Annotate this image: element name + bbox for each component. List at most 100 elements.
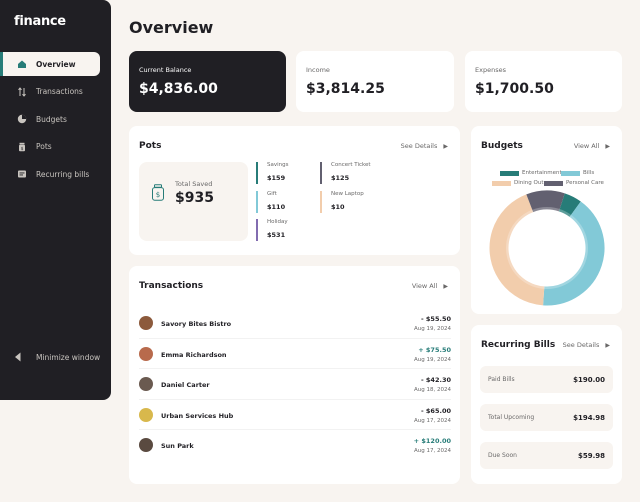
sidebar-item-budgets[interactable]: Budgets (0, 107, 111, 131)
current-balance-label: Current Balance (139, 66, 192, 74)
transactions-view-all-link[interactable]: View All ▶ (412, 282, 448, 290)
avatar (139, 316, 153, 330)
avatar (139, 346, 153, 361)
current-balance-value: $4,836.00 (139, 81, 218, 97)
legend-item: Entertainment (500, 170, 562, 176)
page-title: Overview (129, 18, 214, 37)
pot-amount: $159 (267, 174, 286, 182)
pot-amount: $531 (267, 231, 286, 239)
avatar (139, 377, 153, 391)
transactions-title: Transactions (139, 281, 204, 291)
transaction-amount: - $55.50 (420, 315, 451, 323)
bill-label: Due Soon (488, 452, 517, 459)
legend-label: Entertainment (522, 170, 562, 176)
legend-swatch (544, 180, 563, 186)
minimize-window-button[interactable]: Minimize window (14, 352, 100, 362)
transaction-date: Aug 19, 2024 (414, 326, 451, 332)
sidebar-item-label: Budgets (36, 114, 67, 124)
legend-item: Dining Out (492, 180, 543, 186)
chevron-right-icon: ▶ (443, 142, 448, 150)
bills-see-details-link[interactable]: See Details ▶ (563, 341, 610, 349)
sidebar-item-transactions[interactable]: Transactions (0, 80, 111, 104)
transaction-row[interactable]: Sun Park + $120.00 Aug 17, 2024 (139, 430, 451, 461)
receipt-icon (17, 169, 27, 179)
transaction-name: Sun Park (161, 442, 194, 450)
pots-see-details-link[interactable]: See Details ▶ (401, 142, 448, 150)
budget-donut-chart (489, 190, 605, 306)
link-label: View All (411, 282, 438, 290)
pot-name: New Laptop (331, 191, 364, 197)
chevron-right-icon: ▶ (605, 142, 610, 150)
pie-chart-icon (17, 114, 27, 124)
link-label: See Details (562, 341, 600, 349)
donut-inner-ring (506, 207, 588, 289)
transaction-amount: + $120.00 (413, 437, 451, 445)
jar-icon: $ (17, 142, 27, 152)
home-icon (17, 59, 27, 69)
link-label: View All (573, 142, 600, 150)
legend-label: Dining Out (514, 180, 544, 186)
link-label: See Details (400, 142, 438, 150)
transaction-row[interactable]: Emma Richardson + $75.50 Aug 19, 2024 (139, 339, 451, 369)
bill-label: Total Upcoming (488, 414, 535, 421)
legend-item: Personal Care (544, 180, 604, 186)
sidebar-item-recurring-bills[interactable]: Recurring bills (0, 162, 111, 186)
sidebar-item-label: Transactions (36, 87, 83, 96)
transactions-card: Transactions View All ▶ Savory Bites Bis… (129, 266, 460, 484)
sidebar-item-overview[interactable]: Overview (0, 52, 100, 76)
transaction-amount: + $75.50 (418, 345, 451, 354)
transaction-amount: - $42.30 (420, 376, 451, 384)
pot-item: Savings $159 (256, 162, 289, 184)
budgets-view-all-link[interactable]: View All ▶ (574, 142, 610, 150)
income-value: $3,814.25 (306, 81, 385, 97)
app-logo: finance (14, 14, 66, 29)
svg-text:$: $ (21, 146, 24, 152)
pot-amount: $125 (331, 174, 350, 182)
pot-name: Holiday (267, 219, 288, 225)
transaction-name: Savory Bites Bistro (161, 320, 232, 328)
avatar (139, 407, 153, 422)
pot-item: Holiday $531 (256, 219, 288, 241)
svg-text:$: $ (156, 191, 160, 199)
jar-icon: $ (152, 184, 164, 201)
transaction-row[interactable]: Daniel Carter - $42.30 Aug 18, 2024 (139, 369, 451, 400)
minimize-label: Minimize window (36, 352, 101, 362)
donut-slice-entertainment (489, 190, 605, 306)
legend-label: Personal Care (566, 180, 604, 186)
transaction-name: Emma Richardson (161, 350, 227, 359)
transaction-row[interactable]: Savory Bites Bistro - $55.50 Aug 19, 202… (139, 308, 451, 339)
total-saved-label: Total Saved (175, 180, 213, 188)
donut-slice-bills (489, 190, 605, 306)
income-label: Income (306, 66, 330, 74)
sidebar-nav: Overview Transactions Budgets $ Pots Rec… (0, 52, 111, 190)
transaction-row[interactable]: Urban Services Hub - $65.00 Aug 17, 2024 (139, 400, 451, 430)
pots-card: Pots See Details ▶ $ Total Saved $935 Sa… (129, 126, 460, 255)
sidebar-item-label: Pots (36, 142, 52, 151)
sidebar-item-label: Overview (36, 59, 76, 69)
arrows-updown-icon (17, 86, 27, 97)
pot-name: Concert Ticket (331, 162, 371, 168)
sidebar-item-pots[interactable]: $ Pots (0, 135, 111, 159)
legend-label: Bills (583, 170, 595, 176)
donut-slice-dining-out (489, 190, 605, 306)
pots-title: Pots (139, 141, 162, 151)
pot-item: New Laptop $10 (320, 191, 364, 213)
bill-summary-row: Due Soon $59.98 (480, 442, 613, 469)
bill-label: Paid Bills (488, 376, 515, 383)
pot-name: Gift (267, 191, 277, 197)
total-saved-box: $ Total Saved $935 (139, 162, 248, 241)
transaction-date: Aug 19, 2024 (414, 356, 451, 363)
chevron-right-icon: ▶ (443, 282, 448, 290)
bill-summary-row: Paid Bills $190.00 (480, 366, 613, 393)
arrow-left-icon (15, 352, 21, 362)
recurring-bills-title: Recurring Bills (481, 340, 556, 350)
pot-amount: $10 (331, 203, 345, 211)
transaction-name: Daniel Carter (161, 381, 210, 389)
total-saved-value: $935 (175, 190, 214, 206)
sidebar-item-label: Recurring bills (36, 169, 90, 179)
bill-value: $59.98 (577, 451, 605, 460)
expenses-label: Expenses (475, 66, 506, 74)
legend-item: Bills (561, 170, 594, 176)
bill-value: $190.00 (573, 375, 605, 384)
bill-value: $194.98 (573, 413, 605, 422)
